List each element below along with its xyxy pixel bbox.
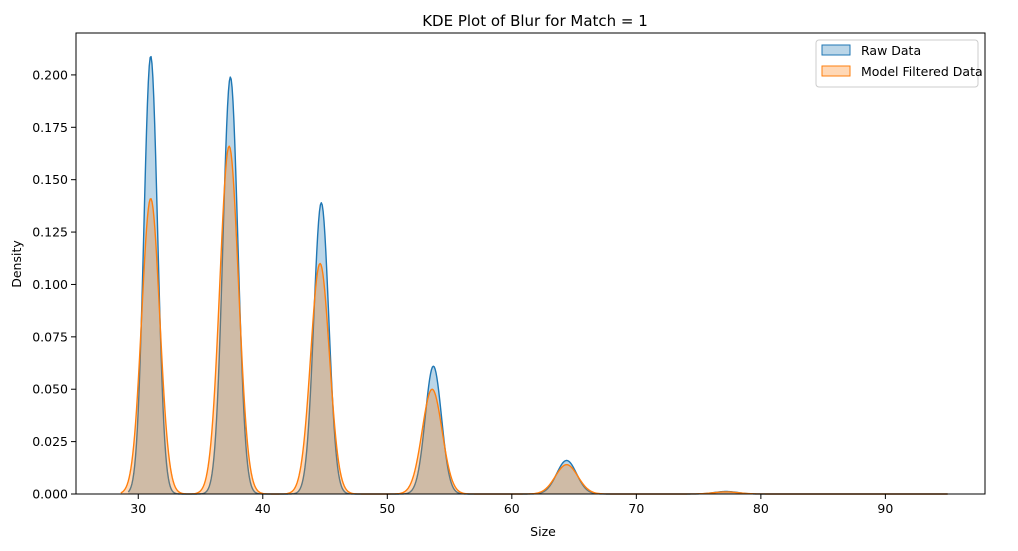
y-tick-label: 0.200 <box>32 67 68 82</box>
plot-frame <box>75 32 986 495</box>
x-tick-label: 40 <box>255 501 271 516</box>
legend-swatch-model-filtered-data <box>821 65 851 77</box>
legend-label-raw-data: Raw Data <box>861 43 921 58</box>
legend-label-model-filtered-data: Model Filtered Data <box>861 64 983 79</box>
legend-box <box>815 39 979 88</box>
x-tick-label: 30 <box>130 501 146 516</box>
legend: Raw Data Model Filtered Data <box>815 39 983 88</box>
y-tick-label: 0.150 <box>32 172 68 187</box>
y-tick-label: 0.125 <box>32 225 68 240</box>
y-tick-label: 0.175 <box>32 120 68 135</box>
x-tick-label: 50 <box>379 501 395 516</box>
series-area-raw-data <box>128 56 948 495</box>
series-area-model-filtered-data <box>120 146 948 494</box>
y-tick-label: 0.000 <box>32 487 68 502</box>
x-tick-label: 80 <box>753 501 769 516</box>
chart-title: KDE Plot of Blur for Match = 1 <box>422 12 648 30</box>
y-tick-label: 0.075 <box>32 329 68 344</box>
series-layer <box>120 55 948 495</box>
x-tick-label: 60 <box>504 501 520 516</box>
y-axis: 0.000 0.025 0.050 0.075 0.100 0.125 0.150 0.175… <box>32 67 76 502</box>
x-tick-label: 70 <box>628 501 644 516</box>
y-axis-label: Density <box>9 240 24 288</box>
y-tick-label: 0.025 <box>32 434 68 449</box>
legend-swatch-raw-data <box>821 44 851 56</box>
y-tick-label: 0.050 <box>32 382 68 397</box>
x-axis-label: Size <box>530 524 556 539</box>
x-tick-label: 90 <box>877 501 893 516</box>
y-tick-label: 0.100 <box>32 277 68 292</box>
series-line-raw-data <box>127 55 948 495</box>
x-axis: 30 40 50 60 70 80 90 <box>130 494 893 516</box>
